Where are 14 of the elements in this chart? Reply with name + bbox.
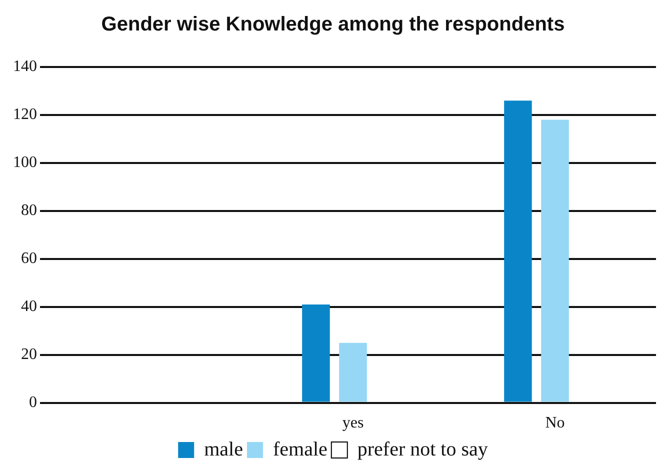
y-tick-label: 120 [13,106,37,124]
y-tick-label: 140 [13,58,37,76]
legend-label: female [272,438,328,460]
chart-title: Gender wise Knowledge among the respondents [101,14,565,36]
y-tick-label: 60 [21,250,37,268]
y-tick-label: 20 [21,346,37,364]
x-tick-label: yes [342,414,364,432]
x-tick-label: No [545,414,565,432]
y-tick-label: 100 [13,154,37,172]
y-tick-label: 0 [29,394,37,412]
legend-label: prefer not to say [357,438,488,460]
y-tick-label: 80 [21,202,37,220]
y-tick-label: 40 [21,298,37,316]
legend-label: male [204,438,244,460]
